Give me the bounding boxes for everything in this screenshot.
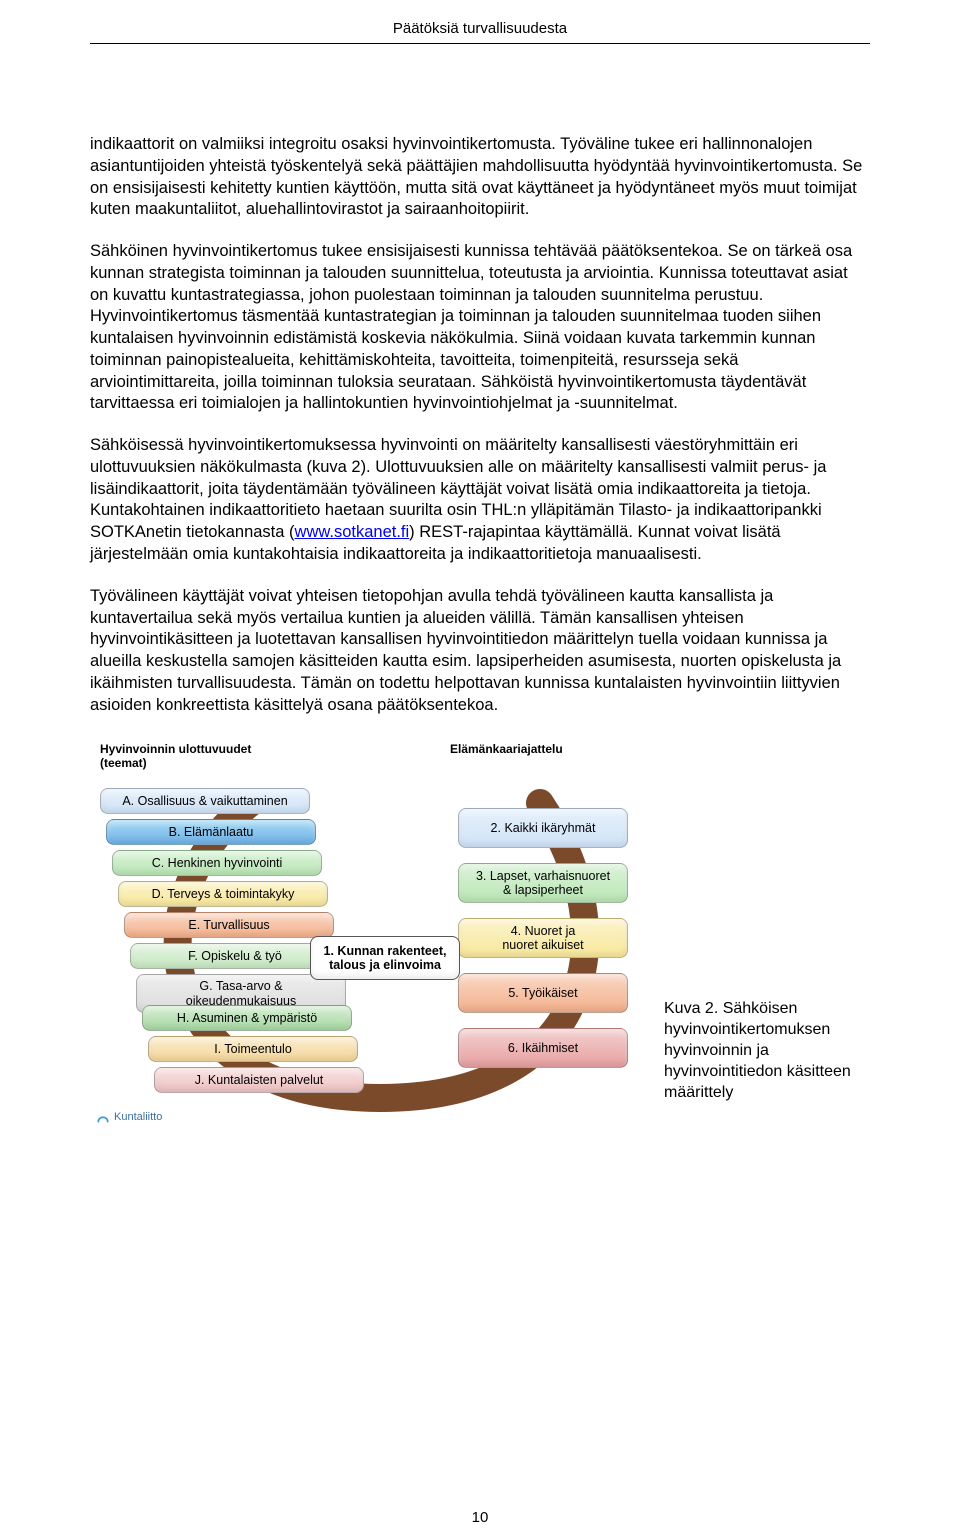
kuntaliitto-logo: Kuntaliitto: [96, 1110, 162, 1124]
body-text: indikaattorit on valmiiksi integroitu os…: [90, 134, 870, 716]
left-pill-2: C. Henkinen hyvinvointi: [112, 850, 322, 876]
right-pill-3: 5. Työikäiset: [458, 973, 628, 1013]
left-pill-9: J. Kuntalaisten palvelut: [154, 1067, 364, 1093]
left-pill-5: F. Opiskelu & työ: [130, 943, 340, 969]
left-pill-8: I. Toimeentulo: [148, 1036, 358, 1062]
paragraph-3: Sähköisessä hyvinvointikertomuksessa hyv…: [90, 435, 870, 566]
figure-caption: Kuva 2. Sähköisen hyvinvointikertomuksen…: [664, 999, 864, 1128]
left-pill-3: D. Terveys & toimintakyky: [118, 881, 328, 907]
infographic: Hyvinvoinnin ulottuvuudet (teemat) Elämä…: [90, 738, 650, 1128]
page: Päätöksiä turvallisuudesta indikaattorit…: [0, 0, 960, 1538]
kuntaliitto-text: Kuntaliitto: [114, 1111, 162, 1123]
right-pill-0: 2. Kaikki ikäryhmät: [458, 808, 628, 848]
ig-header-right: Elämänkaariajattelu: [450, 742, 563, 756]
ig-header-left: Hyvinvoinnin ulottuvuudet (teemat): [100, 742, 251, 770]
paragraph-1: indikaattorit on valmiiksi integroitu os…: [90, 134, 870, 221]
right-pill-2: 4. Nuoret ja nuoret aikuiset: [458, 918, 628, 958]
header-rule: [90, 43, 870, 44]
kuntaliitto-icon: [96, 1110, 110, 1124]
left-pill-7: H. Asuminen & ympäristö: [142, 1005, 352, 1031]
page-number: 10: [0, 1509, 960, 1526]
right-pill-1: 3. Lapset, varhaisnuoret & lapsiperheet: [458, 863, 628, 903]
running-head: Päätöksiä turvallisuudesta: [90, 20, 870, 37]
left-pill-4: E. Turvallisuus: [124, 912, 334, 938]
figure-row: Hyvinvoinnin ulottuvuudet (teemat) Elämä…: [90, 738, 870, 1128]
left-pill-1: B. Elämänlaatu: [106, 819, 316, 845]
sotkanet-link[interactable]: www.sotkanet.fi: [295, 523, 410, 541]
right-pill-4: 6. Ikäihmiset: [458, 1028, 628, 1068]
left-pill-0: A. Osallisuus & vaikuttaminen: [100, 788, 310, 814]
paragraph-2: Sähköinen hyvinvointikertomus tukee ensi…: [90, 241, 870, 415]
center-pill-0: 1. Kunnan rakenteet, talous ja elinvoima: [310, 936, 460, 980]
paragraph-4: Työvälineen käyttäjät voivat yhteisen ti…: [90, 586, 870, 717]
